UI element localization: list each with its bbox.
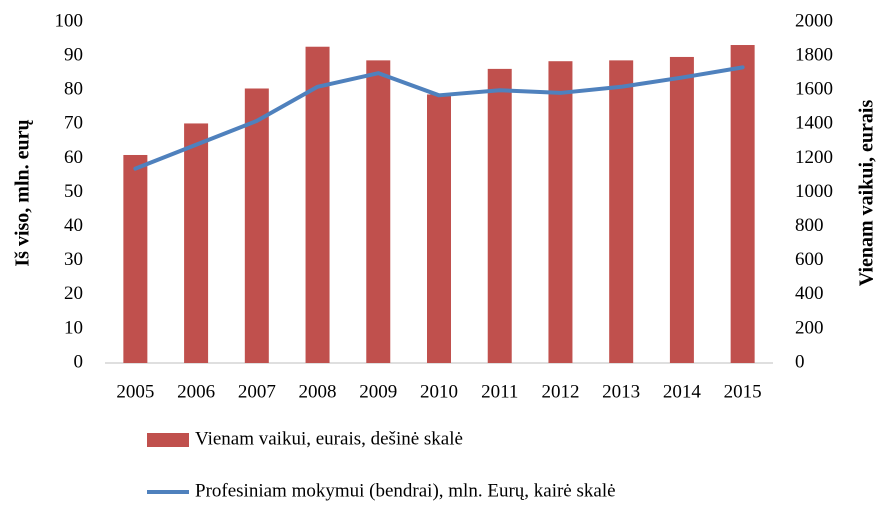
legend-swatch xyxy=(147,433,189,447)
x-tick-label: 2012 xyxy=(541,381,579,402)
x-tick-label: 2014 xyxy=(663,381,702,402)
y-tick-label: 50 xyxy=(64,181,83,202)
x-tick-label: 2010 xyxy=(420,381,458,402)
y-tick-label: 100 xyxy=(55,10,84,31)
y-tick-label: 80 xyxy=(64,79,83,100)
x-tick-label: 2015 xyxy=(724,381,762,402)
x-tick-label: 2011 xyxy=(481,381,518,402)
y2-tick-label: 800 xyxy=(795,215,824,236)
bar xyxy=(123,154,148,363)
y-axis-label: Iš viso, mln. eurų xyxy=(12,119,34,266)
bar xyxy=(487,68,512,363)
y-tick-label: 40 xyxy=(64,215,83,236)
y-tick-label: 70 xyxy=(64,113,83,134)
y-tick-label: 90 xyxy=(64,44,83,65)
bar xyxy=(366,60,391,364)
x-tick-label: 2005 xyxy=(116,381,154,402)
y2-tick-label: 1800 xyxy=(795,44,833,65)
y2-tick-label: 200 xyxy=(795,317,824,338)
bar xyxy=(669,56,694,363)
bar xyxy=(427,94,451,364)
x-tick-label: 2007 xyxy=(238,381,276,402)
y-tick-label: 60 xyxy=(64,147,83,168)
bar xyxy=(305,46,330,363)
y2-tick-label: 2000 xyxy=(795,10,833,31)
y2-axis-label: Vienam vaikui, eurais xyxy=(856,100,878,287)
legend-label: Vienam vaikui, eurais, dešinė skalė xyxy=(195,428,463,449)
y2-tick-label: 400 xyxy=(795,283,824,304)
y-tick-label: 30 xyxy=(64,249,83,270)
y2-tick-label: 1400 xyxy=(795,113,833,134)
y-tick-label: 10 xyxy=(64,317,83,338)
bar xyxy=(184,123,209,363)
y2-tick-label: 1600 xyxy=(795,79,833,100)
y-tick-label: 20 xyxy=(64,283,83,304)
y2-tick-label: 0 xyxy=(795,351,805,372)
bar xyxy=(609,60,634,364)
bar xyxy=(548,61,573,364)
bar xyxy=(730,45,755,364)
x-tick-label: 2008 xyxy=(299,381,337,402)
x-tick-label: 2013 xyxy=(602,381,640,402)
y2-tick-label: 1000 xyxy=(795,181,833,202)
x-tick-label: 2006 xyxy=(177,381,215,402)
y2-tick-label: 600 xyxy=(795,249,824,270)
legend-label: Profesiniam mokymui (bendrai), mln. Eurų… xyxy=(195,480,616,501)
y2-tick-label: 1200 xyxy=(795,147,833,168)
bar xyxy=(244,88,269,364)
x-tick-label: 2009 xyxy=(359,381,397,402)
line xyxy=(133,65,745,171)
y-tick-label: 0 xyxy=(74,351,84,372)
